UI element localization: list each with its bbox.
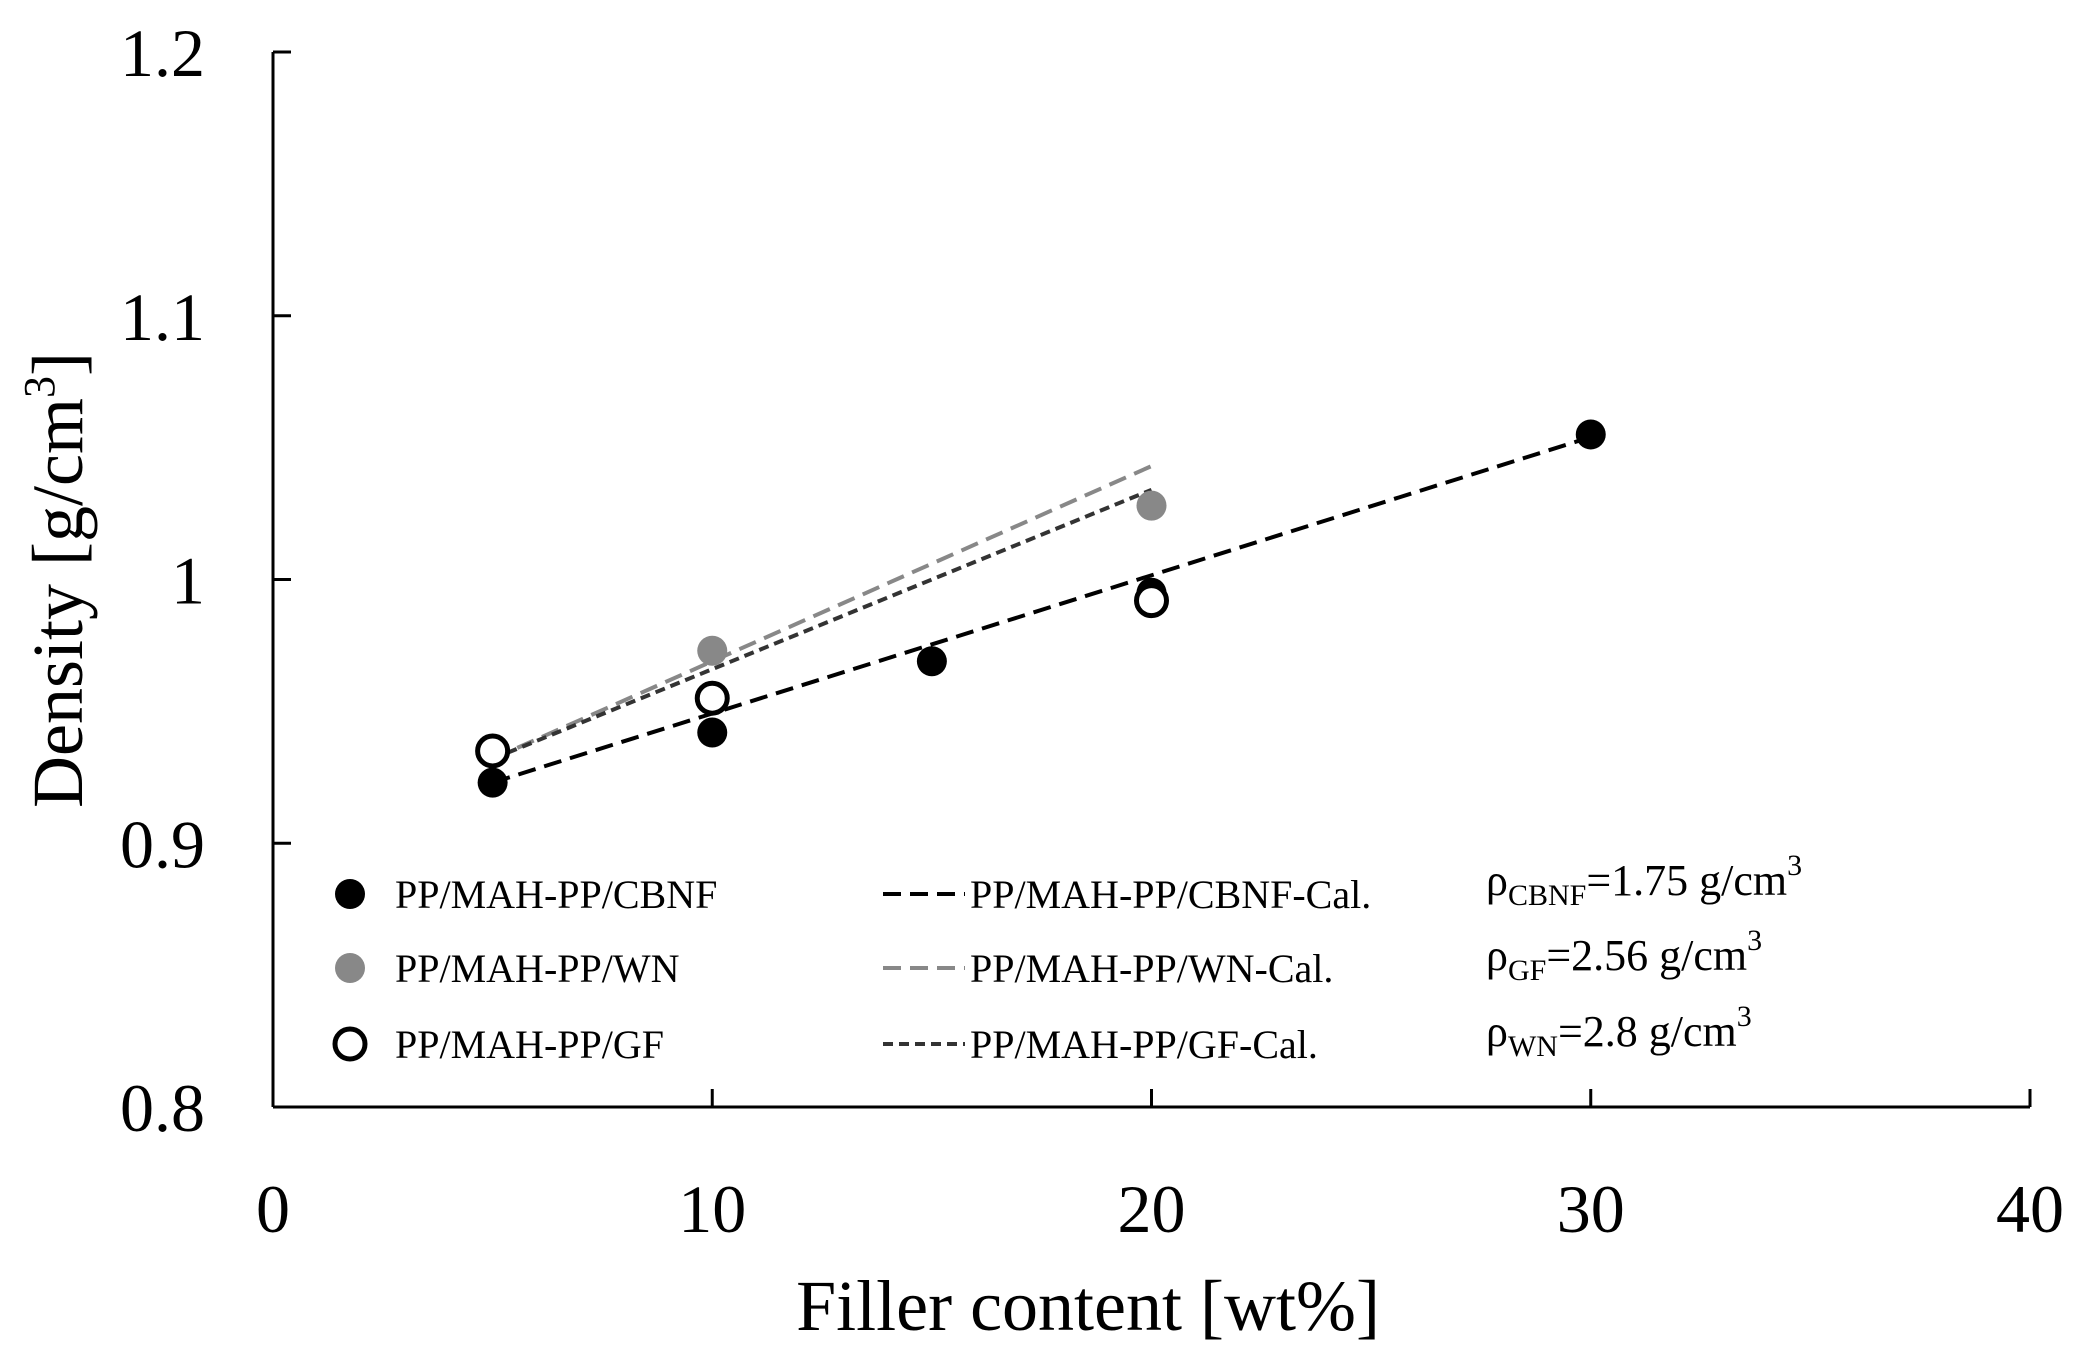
density-superscript: 3: [1747, 924, 1762, 957]
y-tick-label: 0.9: [120, 806, 205, 882]
y-axis-label: Density [g/cm3]: [15, 352, 98, 808]
x-tick-label: 20: [1118, 1171, 1186, 1247]
density-subscript: WN: [1508, 1030, 1558, 1063]
point-pp-mah-pp-gf: [475, 733, 511, 769]
x-axis-label: Filler content [wt%]: [796, 1266, 1380, 1346]
legend: PP/MAH-PP/CBNF PP/MAH-PP/WN PP/MAH-PP/GF PP…: [332, 872, 1371, 1067]
legend-label-pp-mah-pp-cbnf-cal: PP/MAH-PP/CBNF-Cal.: [970, 872, 1371, 917]
density-subscript: GF: [1508, 954, 1546, 987]
legend-marker-pp-mah-pp-cbnf: [335, 879, 365, 909]
y-tick-label: 1.1: [120, 279, 205, 355]
density-superscript: 3: [1737, 1000, 1752, 1033]
legend-label-pp-mah-pp-cbnf: PP/MAH-PP/CBNF: [395, 872, 717, 917]
x-tick-label: 40: [1996, 1171, 2064, 1247]
legend-label-pp-mah-pp-gf-cal: PP/MAH-PP/GF-Cal.: [970, 1022, 1318, 1067]
legend-label-pp-mah-pp-gf: PP/MAH-PP/GF: [395, 1022, 664, 1067]
point-pp-mah-pp-gf: [1134, 583, 1169, 619]
density-symbol: ρ: [1486, 931, 1508, 980]
point-pp-mah-pp-cbnf: [477, 767, 508, 798]
density-symbol: ρ: [1486, 856, 1508, 905]
density-superscript: 3: [1787, 849, 1802, 882]
point-pp-mah-pp-gf: [694, 680, 730, 716]
tick-labels: 0.8 0.9 1 1.1 1.2 0 10 20 30 40: [120, 15, 2064, 1247]
calculated-lines: [491, 435, 1592, 785]
y-axis-label-main: Density [g/cm: [18, 398, 98, 808]
line-pp-mah-pp-wn-cal: [491, 464, 1153, 761]
y-tick-label: 1.2: [120, 15, 205, 91]
line-pp-mah-pp-gf-cal: [491, 487, 1153, 761]
y-axis-label-end: ]: [18, 352, 98, 376]
density-value: =2.56 g/cm: [1546, 931, 1747, 980]
density-note-cbnf: ρCBNF=1.75 g/cm3: [1486, 849, 1802, 912]
point-pp-mah-pp-wn: [697, 635, 728, 666]
density-note-wn: ρWN=2.8 g/cm3: [1486, 1000, 1752, 1063]
axes: [271, 50, 2032, 1109]
x-tick-label: 10: [678, 1171, 746, 1247]
line-pp-mah-pp-cbnf-cal: [492, 435, 1592, 785]
y-tick-label: 0.8: [120, 1070, 205, 1146]
y-axis-label-sup: 3: [15, 376, 64, 398]
point-pp-mah-pp-wn: [1136, 490, 1167, 521]
point-pp-mah-pp-cbnf: [1575, 419, 1606, 450]
x-tick-label: 30: [1557, 1171, 1625, 1247]
density-value: =2.8 g/cm: [1558, 1007, 1737, 1056]
point-pp-mah-pp-cbnf: [916, 646, 947, 677]
density-note-gf: ρGF=2.56 g/cm3: [1486, 924, 1762, 987]
legend-marker-pp-mah-pp-wn: [335, 953, 365, 983]
density-subscript: CBNF: [1508, 879, 1586, 912]
legend-label-pp-mah-pp-wn: PP/MAH-PP/WN: [395, 946, 680, 991]
y-tick-label: 1: [171, 543, 205, 619]
density-symbol: ρ: [1486, 1007, 1508, 1056]
x-tick-label: 0: [256, 1171, 290, 1247]
legend-label-pp-mah-pp-wn-cal: PP/MAH-PP/WN-Cal.: [970, 946, 1333, 991]
data-markers: [475, 419, 1606, 798]
density-value: =1.75 g/cm: [1586, 856, 1787, 905]
point-pp-mah-pp-cbnf: [697, 717, 728, 748]
legend-marker-pp-mah-pp-gf: [332, 1026, 368, 1062]
